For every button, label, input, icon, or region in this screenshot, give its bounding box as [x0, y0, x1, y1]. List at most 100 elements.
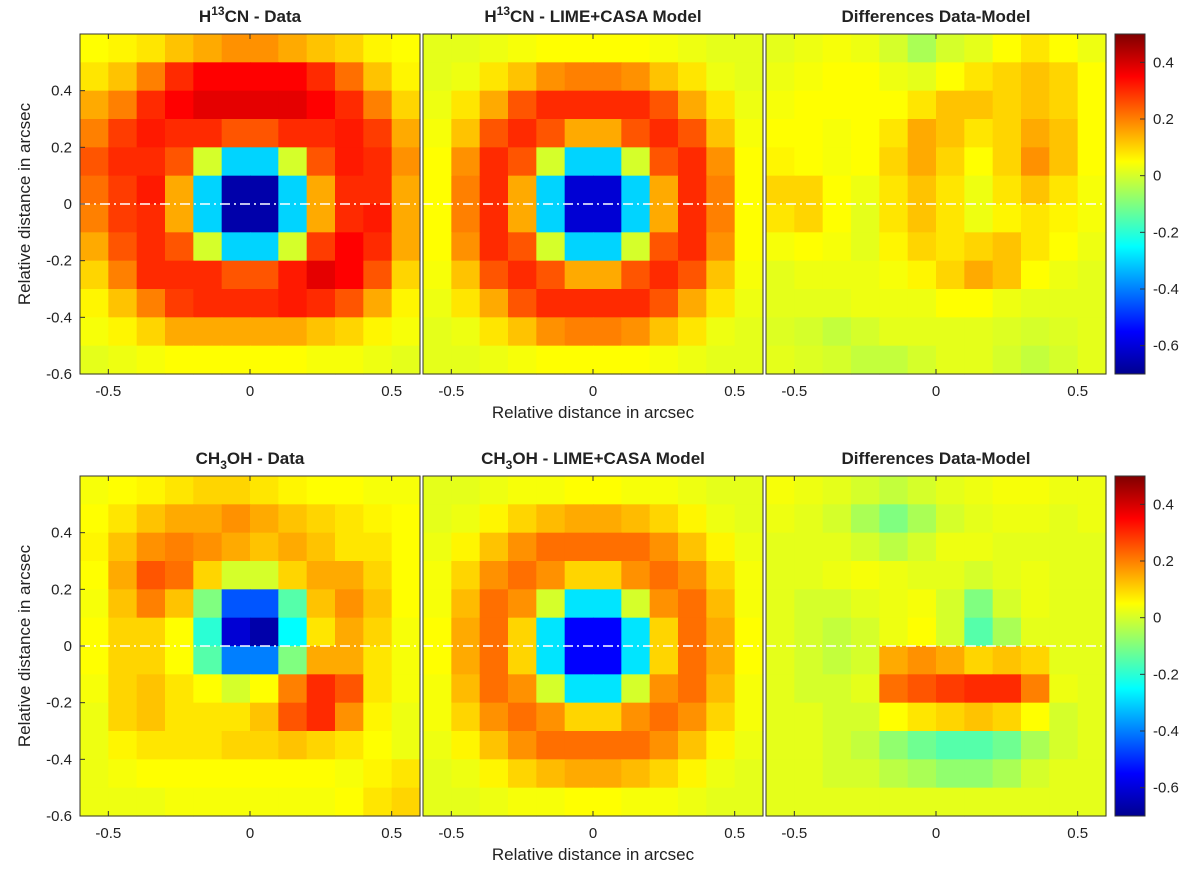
- heatmap-cell: [423, 289, 452, 318]
- heatmap-cell: [451, 617, 481, 647]
- heatmap-cell: [678, 504, 707, 534]
- heatmap-cell: [794, 204, 824, 233]
- heatmap-cell: [879, 147, 909, 177]
- heatmap-cell: [706, 232, 736, 262]
- heatmap-cells: [766, 34, 1107, 375]
- heatmap-cell: [649, 646, 679, 675]
- heatmap-cell: [936, 147, 965, 177]
- y-tick-label: -0.4: [46, 309, 72, 326]
- heatmap-cell: [907, 289, 937, 318]
- heatmap-cell: [108, 589, 138, 619]
- heatmap-cell: [907, 232, 937, 262]
- heatmap-cell: [1077, 504, 1107, 534]
- heatmap-cell: [564, 646, 594, 675]
- heatmap-cell: [1077, 119, 1107, 148]
- heatmap-cell: [621, 646, 651, 675]
- heatmap-cell: [964, 62, 994, 92]
- colorbar-tick-label: 0: [1153, 610, 1161, 627]
- heatmap-cell: [335, 175, 364, 205]
- heatmap-cell: [1049, 759, 1079, 789]
- heatmap-cell: [363, 674, 393, 704]
- heatmap-cell: [423, 90, 452, 120]
- heatmap-cell: [907, 204, 937, 233]
- heatmap-cell: [822, 504, 852, 534]
- heatmap-cell: [1077, 175, 1107, 205]
- x-tick-label: 0.5: [381, 383, 402, 400]
- heatmap-cell: [822, 589, 852, 619]
- heatmap-cell: [136, 175, 166, 205]
- heatmap-cell: [992, 289, 1022, 318]
- heatmap-cell: [423, 260, 452, 290]
- heatmap-cell: [193, 589, 223, 619]
- heatmap-cell: [423, 532, 452, 562]
- heatmap-cell: [822, 147, 852, 177]
- heatmap-cell: [678, 617, 707, 647]
- heatmap-cell: [1021, 260, 1050, 290]
- heatmap-cell: [536, 561, 566, 590]
- heatmap-cell: [992, 232, 1022, 262]
- heatmap-cell: [165, 62, 194, 92]
- heatmap-cell: [678, 702, 707, 732]
- heatmap-cell: [193, 731, 223, 760]
- heatmap-cell: [108, 532, 138, 562]
- heatmap-cell: [250, 289, 279, 318]
- heatmap-cell: [766, 759, 795, 789]
- heatmap-cell: [136, 90, 166, 120]
- heatmap-cell: [536, 504, 566, 534]
- heatmap-cell: [80, 260, 109, 290]
- x-tick-label: 0: [589, 825, 597, 842]
- heatmap-cell: [221, 731, 251, 760]
- heatmap-cell: [907, 476, 937, 505]
- heatmap-cell: [221, 260, 251, 290]
- heatmap-cell: [306, 787, 336, 817]
- heatmap-cell: [391, 175, 421, 205]
- heatmap-cell: [879, 589, 909, 619]
- heatmap-cell: [136, 759, 166, 789]
- heatmap-cell: [851, 731, 880, 760]
- heatmap-cell: [508, 504, 537, 534]
- heatmap-cell: [822, 232, 852, 262]
- heatmap-cell: [907, 617, 937, 647]
- heatmap-cell: [508, 119, 537, 148]
- heatmap-cell: [250, 34, 279, 63]
- heatmap-cell: [278, 787, 308, 817]
- heatmap-cell: [621, 617, 651, 647]
- heatmap-cell: [1077, 731, 1107, 760]
- heatmap-cell: [250, 317, 279, 347]
- heatmap-cell: [1077, 702, 1107, 732]
- heatmap-cell: [706, 204, 736, 233]
- heatmap-cell: [621, 260, 651, 290]
- heatmap-cell: [649, 119, 679, 148]
- heatmap-cell: [1049, 232, 1079, 262]
- heatmap-cell: [621, 90, 651, 120]
- heatmap-cell: [508, 289, 537, 318]
- heatmap-cell: [564, 345, 594, 375]
- heatmap-cell: [136, 646, 166, 675]
- heatmap-cell: [165, 731, 194, 760]
- heatmap-cell: [193, 617, 223, 647]
- heatmap-cell: [193, 289, 223, 318]
- heatmap-cell: [621, 289, 651, 318]
- heatmap-cell: [193, 759, 223, 789]
- heatmap-cell: [1049, 476, 1079, 505]
- heatmap-cell: [1049, 204, 1079, 233]
- heatmap-cell: [593, 787, 622, 817]
- heatmap-cell: [593, 504, 622, 534]
- heatmap-cell: [992, 589, 1022, 619]
- heatmap-cell: [451, 260, 481, 290]
- heatmap-cell: [335, 317, 364, 347]
- heatmap-cell: [136, 119, 166, 148]
- heatmap-cell: [678, 674, 707, 704]
- heatmap-cell: [649, 317, 679, 347]
- heatmap-cell: [879, 759, 909, 789]
- heatmap-cell: [851, 646, 880, 675]
- heatmap-cell: [907, 702, 937, 732]
- heatmap-cell: [822, 119, 852, 148]
- heatmap-cell: [479, 147, 509, 177]
- heatmap-cell: [451, 345, 481, 375]
- x-tick-label: 0: [932, 825, 940, 842]
- heatmap-cell: [593, 147, 622, 177]
- heatmap-cell: [80, 204, 109, 233]
- heatmap-cell: [1021, 345, 1050, 375]
- heatmap-cell: [80, 589, 109, 619]
